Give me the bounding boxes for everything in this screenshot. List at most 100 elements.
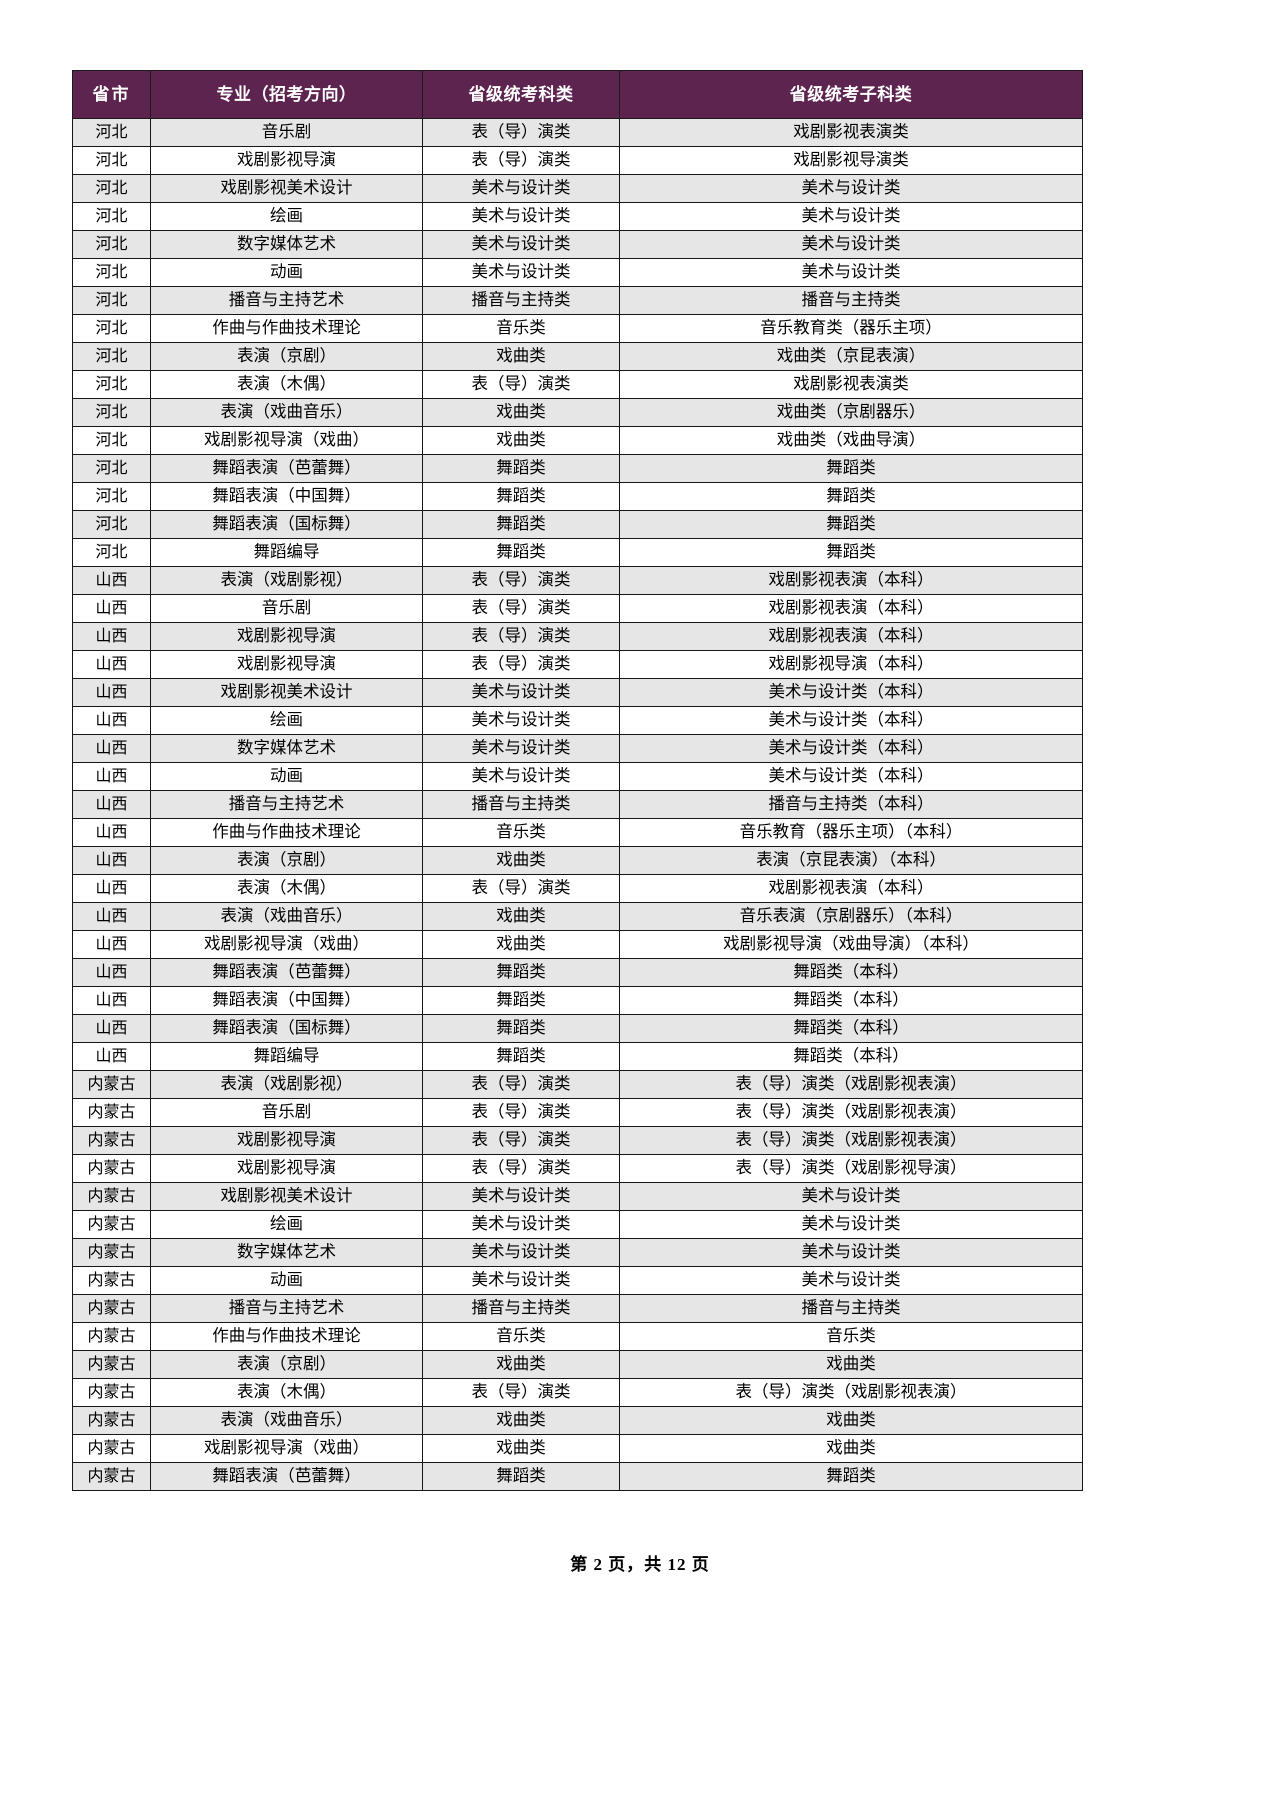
cell-province: 山西 <box>72 622 151 651</box>
cell-major: 戏剧影视导演 <box>150 146 423 175</box>
cell-subcategory: 美术与设计类 <box>619 1266 1083 1295</box>
table-row: 河北 播音与主持艺术 播音与主持类 播音与主持类 <box>72 286 1083 315</box>
table-row: 河北 舞蹈表演（国标舞） 舞蹈类 舞蹈类 <box>72 510 1083 539</box>
cell-category: 美术与设计类 <box>422 258 620 287</box>
cell-major: 绘画 <box>150 706 423 735</box>
cell-major: 音乐剧 <box>150 594 423 623</box>
cell-category: 戏曲类 <box>422 1406 620 1435</box>
table-row: 山西 表演（木偶） 表（导）演类 戏剧影视表演（本科） <box>72 874 1083 903</box>
cell-province: 河北 <box>72 230 151 259</box>
cell-province: 内蒙古 <box>72 1238 151 1267</box>
cell-major: 戏剧影视导演（戏曲） <box>150 426 423 455</box>
cell-category: 戏曲类 <box>422 342 620 371</box>
cell-category: 美术与设计类 <box>422 1266 620 1295</box>
cell-major: 舞蹈表演（国标舞） <box>150 510 423 539</box>
table-row: 内蒙古 作曲与作曲技术理论 音乐类 音乐类 <box>72 1322 1083 1351</box>
cell-category: 戏曲类 <box>422 1434 620 1463</box>
cell-subcategory: 戏剧影视表演（本科） <box>619 594 1083 623</box>
cell-category: 舞蹈类 <box>422 538 620 567</box>
cell-province: 内蒙古 <box>72 1182 151 1211</box>
cell-subcategory: 音乐类 <box>619 1322 1083 1351</box>
cell-category: 播音与主持类 <box>422 286 620 315</box>
cell-category: 音乐类 <box>422 818 620 847</box>
cell-category: 戏曲类 <box>422 1350 620 1379</box>
cell-province: 内蒙古 <box>72 1154 151 1183</box>
cell-province: 内蒙古 <box>72 1350 151 1379</box>
cell-major: 数字媒体艺术 <box>150 230 423 259</box>
cell-subcategory: 戏剧影视导演（戏曲导演）（本科） <box>619 930 1083 959</box>
cell-subcategory: 表（导）演类（戏剧影视表演） <box>619 1126 1083 1155</box>
cell-subcategory: 戏剧影视导演（本科） <box>619 650 1083 679</box>
cell-major: 戏剧影视导演 <box>150 622 423 651</box>
cell-province: 山西 <box>72 734 151 763</box>
cell-subcategory: 戏曲类 <box>619 1434 1083 1463</box>
cell-subcategory: 美术与设计类（本科） <box>619 734 1083 763</box>
cell-province: 山西 <box>72 706 151 735</box>
cell-major: 动画 <box>150 258 423 287</box>
cell-category: 表（导）演类 <box>422 650 620 679</box>
cell-subcategory: 播音与主持类 <box>619 286 1083 315</box>
cell-major: 动画 <box>150 1266 423 1295</box>
page-footer: 第 2 页，共 12 页 <box>570 1555 710 1574</box>
cell-category: 舞蹈类 <box>422 454 620 483</box>
cell-category: 美术与设计类 <box>422 1238 620 1267</box>
cell-major: 音乐剧 <box>150 118 423 147</box>
table-row: 山西 表演（戏剧影视） 表（导）演类 戏剧影视表演（本科） <box>72 566 1083 595</box>
column-header-major: 专业（招考方向） <box>150 70 423 119</box>
cell-major: 播音与主持艺术 <box>150 1294 423 1323</box>
cell-province: 山西 <box>72 594 151 623</box>
table-row: 河北 作曲与作曲技术理论 音乐类 音乐教育类（器乐主项） <box>72 314 1083 343</box>
cell-province: 河北 <box>72 538 151 567</box>
cell-subcategory: 音乐教育（器乐主项）（本科） <box>619 818 1083 847</box>
table-header-row: 省市 专业（招考方向） 省级统考科类 省级统考子科类 <box>72 70 1083 119</box>
table-row: 内蒙古 戏剧影视导演 表（导）演类 表（导）演类（戏剧影视表演） <box>72 1126 1083 1155</box>
cell-subcategory: 戏曲类（京剧器乐） <box>619 398 1083 427</box>
table-row: 山西 表演（戏曲音乐） 戏曲类 音乐表演（京剧器乐）（本科） <box>72 902 1083 931</box>
cell-subcategory: 戏剧影视导演类 <box>619 146 1083 175</box>
cell-subcategory: 戏剧影视表演（本科） <box>619 874 1083 903</box>
table-row: 内蒙古 表演（戏剧影视） 表（导）演类 表（导）演类（戏剧影视表演） <box>72 1070 1083 1099</box>
cell-province: 山西 <box>72 650 151 679</box>
table-row: 山西 动画 美术与设计类 美术与设计类（本科） <box>72 762 1083 791</box>
table-row: 河北 绘画 美术与设计类 美术与设计类 <box>72 202 1083 231</box>
cell-province: 山西 <box>72 1014 151 1043</box>
cell-subcategory: 美术与设计类（本科） <box>619 706 1083 735</box>
cell-category: 表（导）演类 <box>422 1070 620 1099</box>
cell-subcategory: 表（导）演类（戏剧影视表演） <box>619 1098 1083 1127</box>
cell-province: 河北 <box>72 454 151 483</box>
cell-province: 山西 <box>72 958 151 987</box>
cell-major: 戏剧影视美术设计 <box>150 1182 423 1211</box>
cell-major: 表演（戏曲音乐） <box>150 1406 423 1435</box>
cell-province: 内蒙古 <box>72 1406 151 1435</box>
cell-category: 美术与设计类 <box>422 202 620 231</box>
cell-province: 内蒙古 <box>72 1462 151 1491</box>
cell-subcategory: 舞蹈类（本科） <box>619 958 1083 987</box>
table-row: 内蒙古 播音与主持艺术 播音与主持类 播音与主持类 <box>72 1294 1083 1323</box>
cell-major: 舞蹈表演（中国舞） <box>150 482 423 511</box>
table-row: 山西 音乐剧 表（导）演类 戏剧影视表演（本科） <box>72 594 1083 623</box>
cell-major: 表演（京剧） <box>150 1350 423 1379</box>
cell-major: 播音与主持艺术 <box>150 790 423 819</box>
cell-province: 内蒙古 <box>72 1098 151 1127</box>
cell-category: 表（导）演类 <box>422 1154 620 1183</box>
cell-major: 表演（戏剧影视） <box>150 1070 423 1099</box>
cell-category: 戏曲类 <box>422 398 620 427</box>
cell-category: 表（导）演类 <box>422 594 620 623</box>
cell-major: 戏剧影视导演（戏曲） <box>150 1434 423 1463</box>
cell-category: 舞蹈类 <box>422 482 620 511</box>
cell-major: 动画 <box>150 762 423 791</box>
cell-province: 山西 <box>72 790 151 819</box>
table-row: 内蒙古 音乐剧 表（导）演类 表（导）演类（戏剧影视表演） <box>72 1098 1083 1127</box>
cell-province: 河北 <box>72 174 151 203</box>
cell-major: 舞蹈表演（芭蕾舞） <box>150 454 423 483</box>
cell-major: 表演（木偶） <box>150 370 423 399</box>
cell-subcategory: 美术与设计类 <box>619 202 1083 231</box>
cell-province: 内蒙古 <box>72 1294 151 1323</box>
cell-major: 数字媒体艺术 <box>150 734 423 763</box>
cell-subcategory: 音乐教育类（器乐主项） <box>619 314 1083 343</box>
cell-major: 音乐剧 <box>150 1098 423 1127</box>
cell-province: 内蒙古 <box>72 1378 151 1407</box>
cell-major: 表演（戏曲音乐） <box>150 902 423 931</box>
table-row: 内蒙古 绘画 美术与设计类 美术与设计类 <box>72 1210 1083 1239</box>
cell-province: 山西 <box>72 762 151 791</box>
